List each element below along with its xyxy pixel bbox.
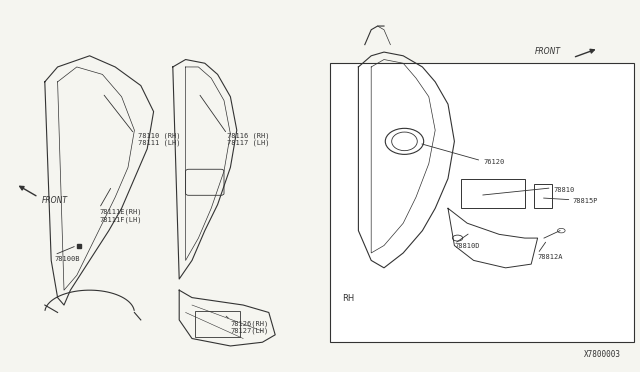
Text: 78111F(LH): 78111F(LH) [99,216,141,223]
Text: FRONT: FRONT [534,47,561,56]
Text: 78126(RH): 78126(RH) [230,320,269,327]
Text: 78110 (RH): 78110 (RH) [138,132,180,139]
Text: RH: RH [342,294,355,303]
Text: 78100B: 78100B [54,256,80,262]
Text: 78810D: 78810D [454,243,480,248]
Text: 78127(LH): 78127(LH) [230,328,269,334]
Text: FRONT: FRONT [42,196,68,205]
Text: 78815P: 78815P [573,198,598,204]
Text: 78810: 78810 [554,187,575,193]
Text: 78116 (RH): 78116 (RH) [227,132,269,139]
Text: 78111E(RH): 78111E(RH) [99,209,141,215]
Text: 78111 (LH): 78111 (LH) [138,140,180,147]
FancyBboxPatch shape [330,63,634,342]
Text: 78812A: 78812A [538,254,563,260]
Text: 76120: 76120 [483,159,504,165]
Text: X7800003: X7800003 [584,350,621,359]
Text: 78117 (LH): 78117 (LH) [227,140,269,147]
